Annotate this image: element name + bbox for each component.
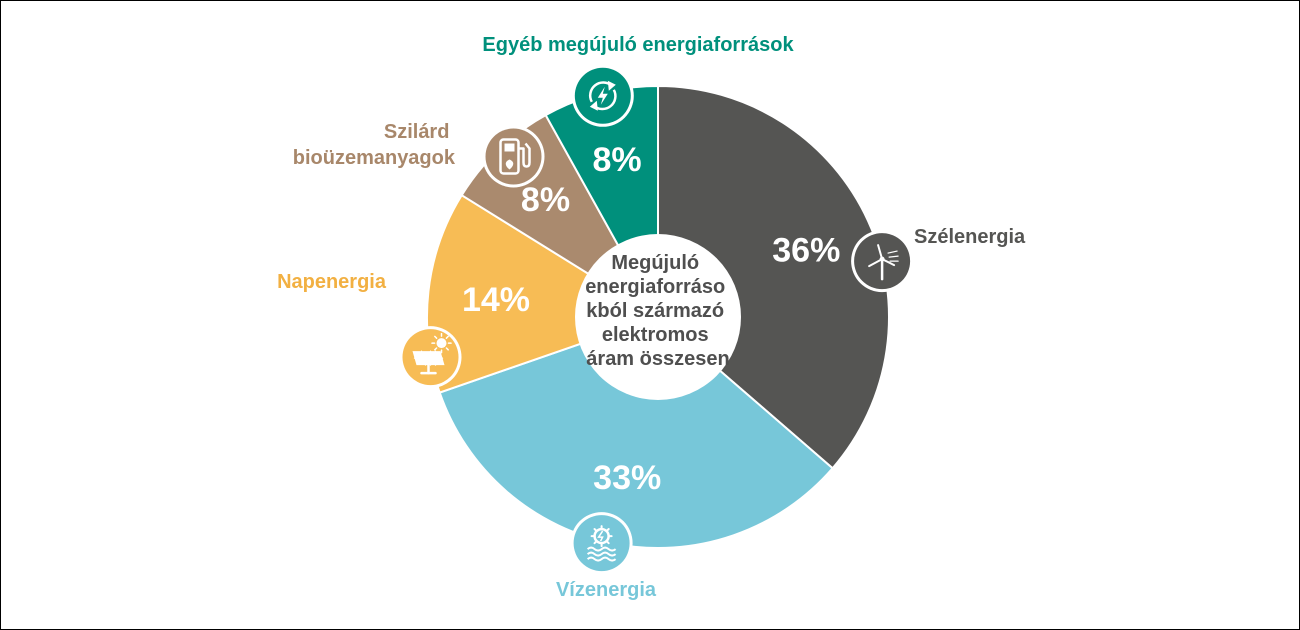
- category-label-szelenergia: Szélenergia: [914, 226, 1026, 248]
- renewable-cycle-icon: [571, 64, 634, 127]
- category-label-vizenergia: Vízenergia: [556, 579, 657, 601]
- center-label-line: energiaforráso: [585, 276, 725, 298]
- solar-panel-icon: [399, 326, 462, 389]
- center-label-line: elektromos: [602, 324, 709, 346]
- center-label: Megújuló energiaforráso kból származó el…: [585, 252, 731, 370]
- data-label-szelenergia: 36%: [772, 231, 840, 269]
- pie-slice-szelenergia: [657, 84, 890, 470]
- donut-center: [575, 234, 741, 400]
- data-label-napenergia: 14%: [462, 281, 530, 319]
- category-label-egyeb: Egyéb megújuló energiaforrások: [482, 34, 794, 56]
- center-label-line: Megújuló: [611, 252, 699, 274]
- hydro-power-icon: [570, 512, 633, 575]
- category-label-line: Szilárd: [384, 121, 450, 143]
- data-label-egyeb: 8%: [593, 141, 642, 179]
- category-label-line: bioüzemanyagok: [293, 147, 456, 169]
- biofuel-pump-icon: [482, 125, 545, 188]
- category-label-napenergia: Napenergia: [277, 271, 387, 293]
- data-label-biouzemanyagok: 8%: [521, 181, 570, 219]
- data-label-vizenergia: 33%: [593, 459, 661, 497]
- category-label-biouzemanyagok: Szilárd bioüzemanyagok: [293, 121, 456, 169]
- center-label-line: áram összesen: [586, 348, 729, 370]
- wind-turbine-icon: [851, 230, 914, 293]
- center-label-line: kból származó: [586, 300, 724, 322]
